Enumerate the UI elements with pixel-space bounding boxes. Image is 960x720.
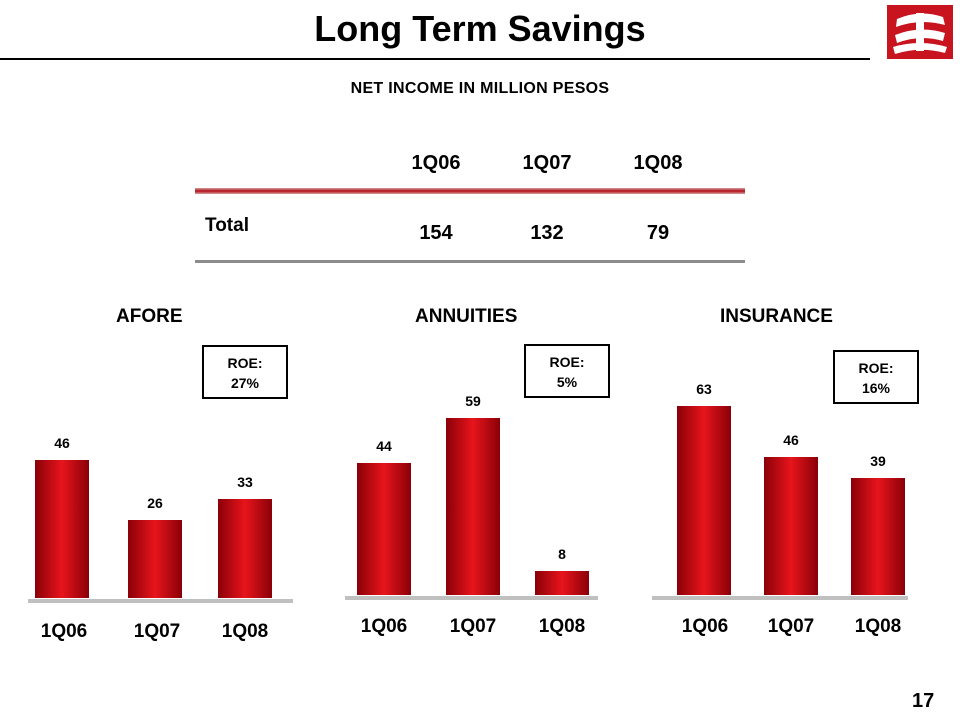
annuities-bar-1q08 — [535, 571, 589, 595]
afore-value-label: 46 — [54, 435, 70, 451]
title-divider — [0, 58, 870, 60]
annuities-value-label: 59 — [465, 393, 481, 409]
summary-value-1q08: 79 — [646, 222, 670, 244]
afore-bar-1q07 — [128, 520, 182, 598]
annuities-title: ANNUITIES — [415, 306, 518, 327]
insurance-value-label: 39 — [870, 453, 886, 469]
summary-footer-rule — [195, 260, 745, 263]
annuities-value-label: 8 — [558, 546, 566, 562]
afore-category-label: 1Q06 — [41, 621, 87, 642]
annuities-category-label: 1Q08 — [539, 616, 585, 637]
annuities-bar-1q07 — [446, 418, 500, 595]
summary-value-1q07: 132 — [530, 222, 564, 244]
afore-category-label: 1Q08 — [222, 621, 268, 642]
annuities-bar-1q06 — [357, 463, 411, 595]
insurance-title: INSURANCE — [720, 306, 833, 327]
summary-row-label: Total — [205, 215, 249, 236]
insurance-value-label: 63 — [696, 381, 712, 397]
summary-header-1q07: 1Q07 — [522, 152, 572, 174]
roe-value: 16% — [861, 380, 891, 396]
chart-subtitle: NET INCOME IN MILLION PESOS — [350, 80, 610, 97]
afore-value-label: 33 — [237, 474, 253, 490]
afore-category-label: 1Q07 — [134, 621, 180, 642]
summary-header-rule — [195, 188, 745, 194]
annuities-category-label: 1Q07 — [450, 616, 496, 637]
afore-bar-1q08 — [218, 499, 272, 598]
roe-value: 5% — [556, 374, 578, 390]
insurance-category-label: 1Q06 — [682, 616, 728, 637]
insurance-bar-1q07 — [764, 457, 818, 595]
afore-bar-1q06 — [35, 460, 89, 598]
annuities-category-label: 1Q06 — [361, 616, 407, 637]
insurance-bar-1q06 — [677, 406, 731, 595]
roe-label: ROE: — [549, 354, 585, 370]
roe-label: ROE: — [227, 355, 263, 371]
summary-header-1q08: 1Q08 — [633, 152, 683, 174]
page-title: Long Term Savings — [314, 8, 646, 49]
roe-label: ROE: — [858, 360, 894, 376]
afore-roe-box: ROE: 27% — [202, 345, 288, 399]
summary-value-1q06: 154 — [419, 222, 453, 244]
insurance-roe-box: ROE: 16% — [833, 350, 919, 404]
afore-title: AFORE — [116, 306, 183, 327]
insurance-category-label: 1Q07 — [768, 616, 814, 637]
annuities-value-label: 44 — [376, 438, 392, 454]
insurance-bar-1q08 — [851, 478, 905, 595]
afore-value-label: 26 — [147, 495, 163, 511]
summary-header-1q06: 1Q06 — [411, 152, 461, 174]
insurance-category-label: 1Q08 — [855, 616, 901, 637]
roe-value: 27% — [230, 375, 260, 391]
annuities-roe-box: ROE: 5% — [524, 344, 610, 398]
bank-logo-icon — [887, 5, 953, 59]
page-number: 17 — [912, 690, 935, 712]
insurance-value-label: 46 — [783, 432, 799, 448]
